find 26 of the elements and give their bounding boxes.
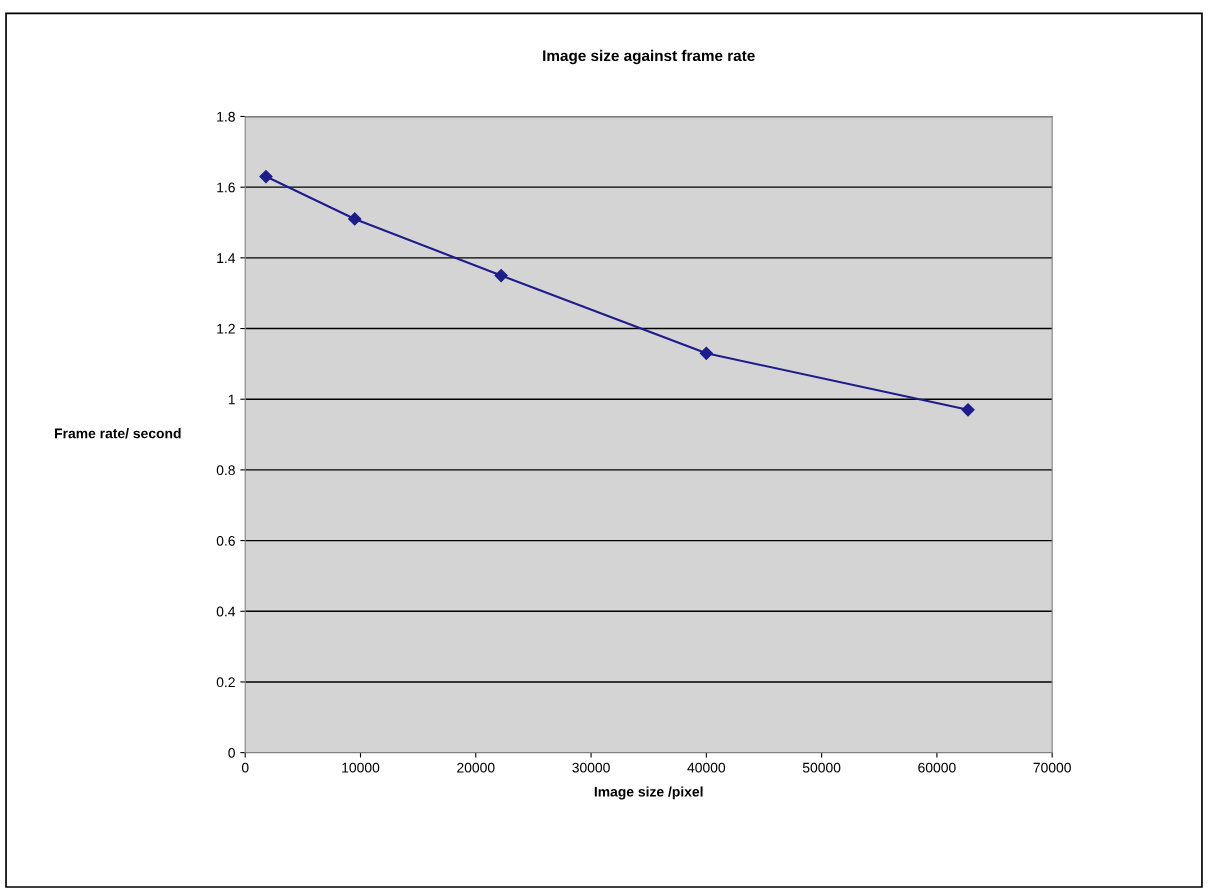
chart-title: Image size against frame rate xyxy=(543,49,755,65)
y-tick-label: 0.2 xyxy=(216,677,235,688)
point xyxy=(259,169,273,184)
point xyxy=(494,268,508,283)
x-tick-label: 50000 xyxy=(802,762,841,773)
x-axis-title: Image size /pixel xyxy=(594,786,703,800)
y-axis-title: Frame rate/ second xyxy=(55,428,181,439)
y-tick-label: 1.2 xyxy=(217,323,235,334)
y-tick-label: 0.6 xyxy=(216,535,235,546)
x-tick-label: 70000 xyxy=(1033,762,1071,773)
x-tick-label: 30000 xyxy=(572,762,610,773)
point xyxy=(961,403,975,417)
x-tick-label: 10000 xyxy=(342,762,380,773)
y-tick-label: 1 xyxy=(228,394,235,405)
y-tick-label: 0.4 xyxy=(216,606,236,617)
x-tick-label: 0 xyxy=(241,762,249,773)
y-tick-label: 1.4 xyxy=(217,253,236,263)
y-tick-label: 1.8 xyxy=(217,111,235,122)
point xyxy=(348,212,362,226)
y-tick-label: 0.8 xyxy=(216,465,235,476)
x-tick-label: 40000 xyxy=(687,762,726,773)
y-tick-label: 0 xyxy=(228,747,235,758)
y-tick-label: 1.6 xyxy=(217,182,235,193)
point xyxy=(699,346,713,360)
x-tick-label: 20000 xyxy=(457,762,495,773)
x-tick-label: 60000 xyxy=(918,762,956,773)
